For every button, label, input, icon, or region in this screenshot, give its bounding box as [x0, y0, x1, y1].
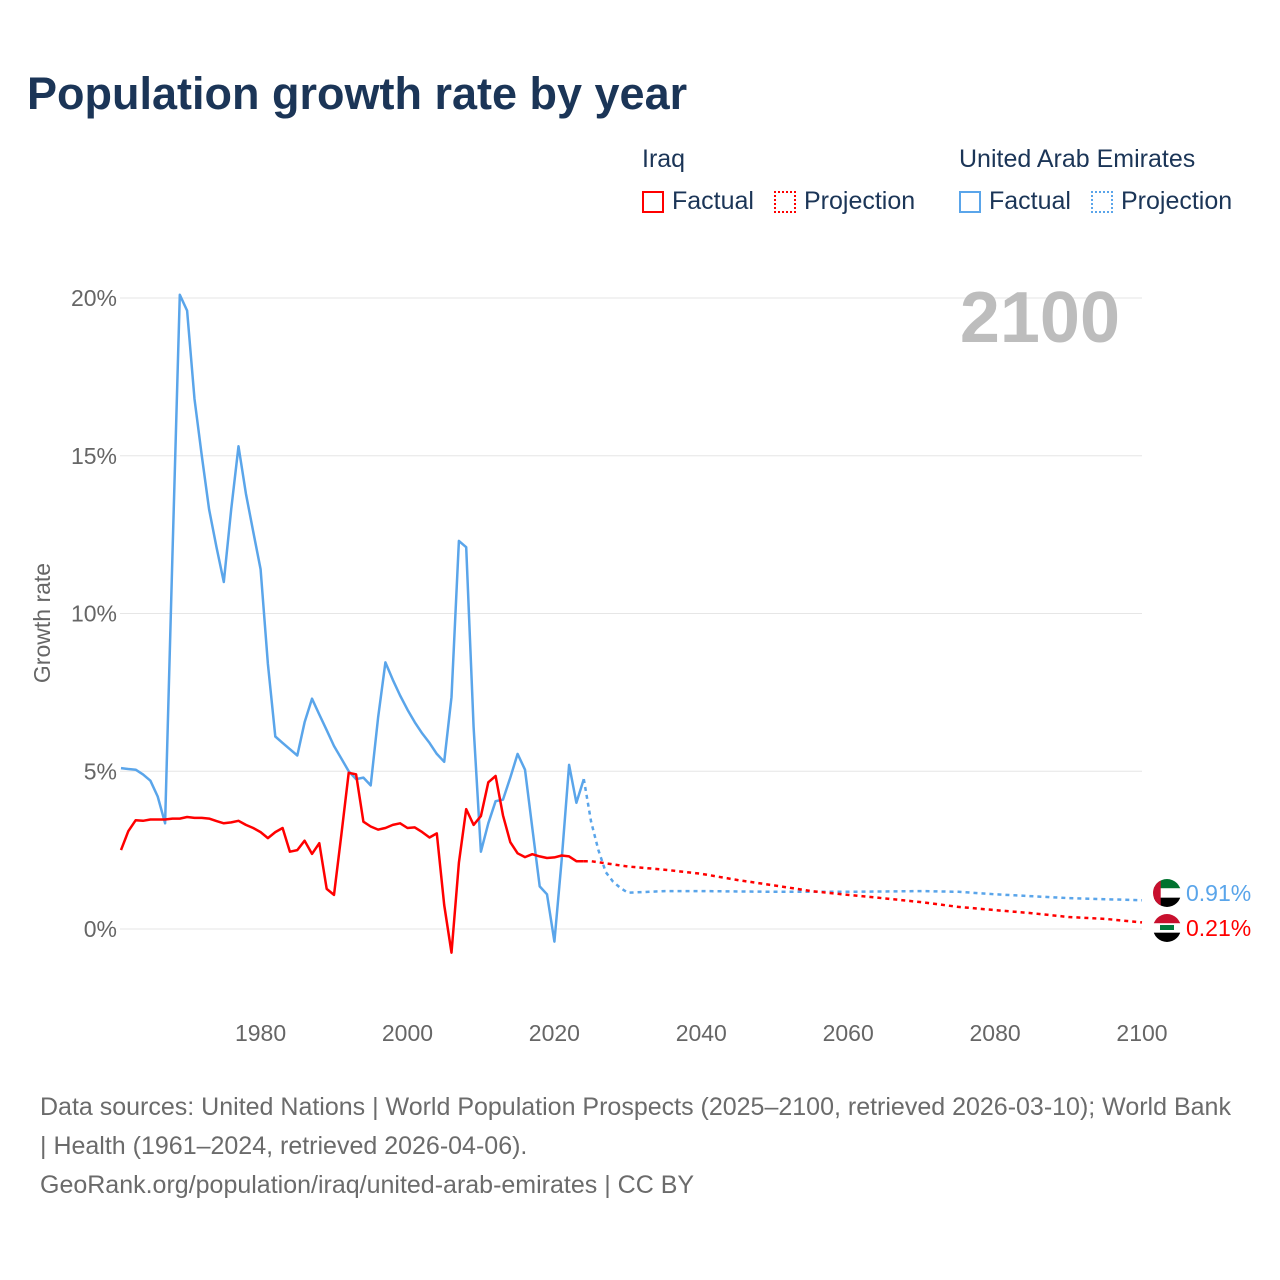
gridlines: 0% 5% 10% 15% 20% 1980 2000 2020 2040 2060 2080 210…	[71, 285, 1168, 1046]
dotted-swatch-icon	[773, 190, 796, 213]
legend-label: Factual	[989, 187, 1071, 215]
y-tick-label: 5%	[84, 758, 117, 784]
legend-uae-title: United Arab Emirates	[959, 145, 1196, 173]
x-tick-label: 2060	[823, 1020, 874, 1046]
y-axis-title: Growth rate	[29, 563, 55, 683]
solid-swatch-icon	[959, 190, 981, 213]
legend-iraq-title: Iraq	[642, 145, 686, 173]
y-tick-label: 15%	[71, 443, 117, 469]
current-year-label: 2100	[960, 278, 1120, 358]
end-value-label: 0.91%	[1186, 880, 1251, 906]
legend-label: Projection	[803, 187, 916, 215]
x-tick-label: 2020	[529, 1020, 580, 1046]
data-sources: Data sources: United Nations | World Pop…	[40, 1093, 1231, 1160]
legend-label: Projection	[1120, 187, 1233, 215]
footer: Data sources: United Nations | World Pop…	[40, 1088, 1240, 1205]
legend-iraq-factual[interactable]: Factual	[642, 187, 754, 216]
chart-title: Population growth rate by year	[27, 68, 688, 119]
legend-label: Factual	[672, 187, 754, 215]
source-link[interactable]: GeoRank.org/population/iraq/united-arab-…	[40, 1171, 695, 1199]
legend-iraq: Iraq Factual Projection	[642, 145, 935, 216]
iraq-factual-line	[119, 771, 584, 954]
legend-iraq-projection[interactable]: Projection	[773, 187, 916, 216]
legend-uae-factual[interactable]: Factual	[959, 187, 1071, 216]
iraq-projection-line	[583, 859, 1143, 924]
end-value-label: 0.21%	[1186, 915, 1251, 941]
y-tick-label: 10%	[71, 601, 117, 627]
solid-swatch-icon	[642, 190, 664, 213]
y-tick-label: 0%	[84, 916, 117, 942]
x-tick-label: 2080	[970, 1020, 1021, 1046]
series-lines	[119, 293, 1143, 954]
end-flags: 0.91% 0.21%	[1153, 879, 1251, 942]
x-tick-label: 2040	[676, 1020, 727, 1046]
united-arab-emirates-factual-line	[120, 293, 585, 943]
united-arab-emirates-projection-line	[582, 778, 1143, 902]
x-tick-label: 1980	[235, 1020, 286, 1046]
legend-uae: United Arab Emirates Factual Projection	[959, 145, 1252, 216]
uae-flag-icon	[1153, 879, 1181, 907]
line-chart: 0% 5% 10% 15% 20% 1980 2000 2020 2040 2060 2080 210…	[29, 278, 1251, 1046]
x-tick-label: 2000	[382, 1020, 433, 1046]
y-tick-label: 20%	[71, 285, 117, 311]
legend-uae-projection[interactable]: Projection	[1090, 187, 1233, 216]
iraq-flag-icon	[1153, 914, 1181, 942]
x-tick-label: 2100	[1116, 1020, 1167, 1046]
dotted-swatch-icon	[1090, 190, 1113, 213]
